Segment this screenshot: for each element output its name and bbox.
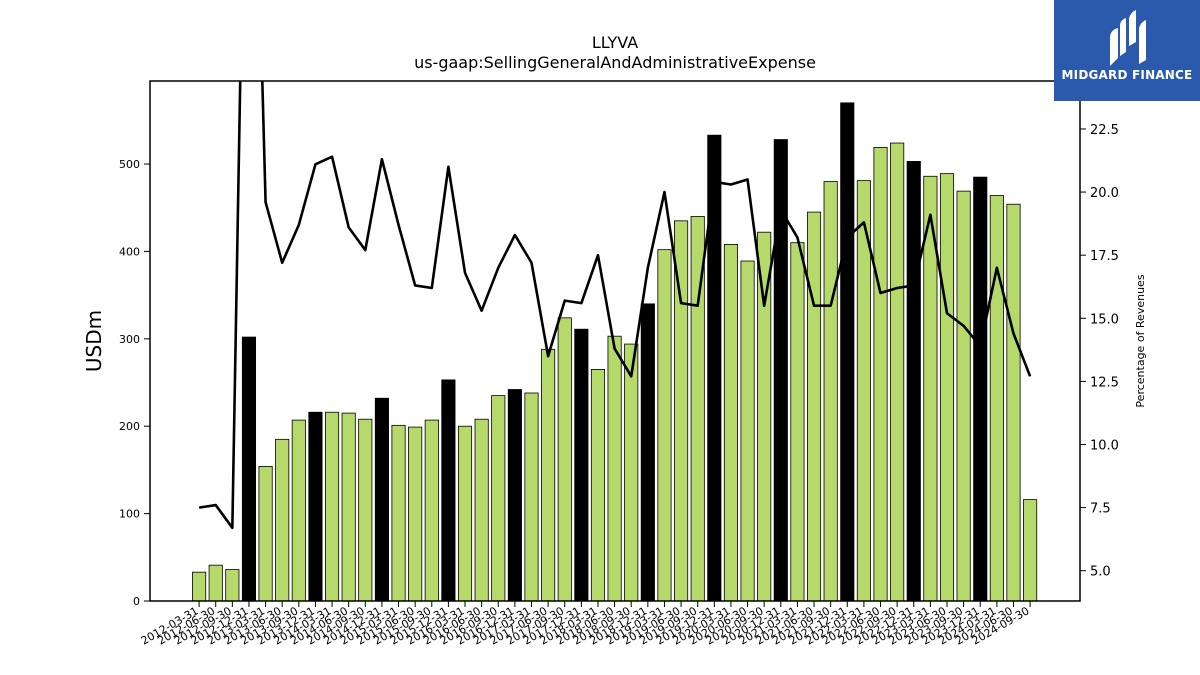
- brand-logo: MIDGARD FINANCE: [1054, 0, 1200, 101]
- left-tick-label: 400: [119, 245, 140, 258]
- bar-2016-06-30: [474, 418, 489, 602]
- bar-2013-03-31: [258, 466, 273, 602]
- bar-2024-09-30: [1023, 499, 1038, 602]
- bar-2017-03-31: [524, 392, 539, 602]
- bar-2013-12-31: [308, 411, 323, 602]
- x-axis: 2012-03-312012-06-302012-09-302012-12-31…: [139, 601, 1032, 648]
- right-tick-label: 5.0: [1090, 565, 1111, 580]
- logo-text: MIDGARD FINANCE: [1061, 68, 1193, 82]
- bar-2018-03-31: [590, 368, 606, 602]
- y-axis-label-right: Percentage of Revenues: [1134, 274, 1147, 407]
- left-tick-label: 300: [119, 333, 140, 346]
- bar-2012-03-31: [192, 571, 207, 602]
- bar-2020-09-30: [757, 231, 772, 602]
- right-tick-label: 15.0: [1090, 312, 1119, 327]
- bar-2013-09-30: [291, 419, 306, 602]
- bar-2018-09-30: [624, 343, 639, 602]
- bar-2022-12-31: [906, 160, 921, 602]
- bar-series: [192, 102, 1038, 602]
- bar-2020-06-30: [740, 260, 755, 602]
- bar-2022-09-30: [890, 142, 905, 602]
- bar-2016-03-31: [457, 425, 473, 602]
- bar-2018-12-31: [640, 303, 655, 602]
- line-series-layer: [198, 81, 1032, 530]
- bar-2015-12-31: [441, 379, 456, 602]
- bar-2021-06-30: [806, 211, 822, 602]
- right-tick-label: 7.5: [1090, 502, 1111, 517]
- bar-2021-09-30: [823, 181, 838, 602]
- bar-2015-09-30: [424, 419, 439, 602]
- bar-2023-09-30: [956, 190, 971, 602]
- bar-2024-03-31: [989, 195, 1004, 602]
- left-tick-label: 100: [119, 508, 140, 521]
- left-axis: 0 100 200 300 400 500: [119, 158, 150, 608]
- bar-2024-06-30: [1006, 203, 1021, 602]
- right-tick-label: 17.5: [1090, 249, 1119, 264]
- bar-2014-12-31: [374, 397, 389, 602]
- bar-2016-09-30: [491, 395, 506, 602]
- logo-mark-icon: [1110, 10, 1146, 66]
- percentage-of-revenues-line: [198, 81, 1032, 530]
- y-axis-label-left: USDm: [82, 310, 106, 372]
- bar-2022-06-30: [873, 147, 888, 602]
- bar-2016-12-31: [507, 389, 522, 602]
- left-tick-label: 200: [119, 420, 140, 433]
- bar-2023-06-30: [939, 173, 955, 602]
- bar-2017-12-31: [574, 328, 589, 602]
- bar-2012-09-30: [225, 569, 240, 602]
- left-tick-label: 0: [133, 595, 140, 608]
- bar-2021-12-31: [840, 102, 855, 602]
- left-tick-label: 500: [119, 158, 140, 171]
- bar-2019-03-31: [657, 249, 672, 602]
- bar-2013-06-30: [275, 438, 290, 602]
- bar-2021-03-31: [790, 242, 805, 602]
- bar-2015-06-30: [408, 426, 423, 602]
- bar-2017-06-30: [541, 348, 556, 602]
- bar-2012-12-31: [241, 336, 257, 602]
- bar-2012-06-30: [208, 564, 223, 602]
- chart-subtitle: us-gaap:SellingGeneralAndAdministrativeE…: [414, 53, 816, 72]
- bar-2023-12-31: [973, 176, 988, 602]
- chart-title: LLYVA: [592, 33, 638, 52]
- right-tick-label: 12.5: [1090, 375, 1119, 390]
- bar-2017-09-30: [557, 317, 572, 602]
- bar-2014-06-30: [341, 412, 356, 602]
- right-tick-label: 20.0: [1090, 186, 1119, 201]
- bar-2018-06-30: [607, 335, 622, 602]
- bar-2020-03-31: [723, 244, 738, 602]
- bar-2014-09-30: [358, 418, 373, 602]
- right-tick-label: 10.0: [1090, 438, 1119, 453]
- bar-2014-03-31: [325, 411, 340, 602]
- right-tick-label: 22.5: [1090, 123, 1119, 138]
- bar-2019-12-31: [707, 134, 722, 602]
- bar-2015-03-31: [391, 424, 406, 602]
- right-axis: 5.0 7.5 10.0 12.5 15.0 17.5 20.0 22.5: [1080, 123, 1119, 580]
